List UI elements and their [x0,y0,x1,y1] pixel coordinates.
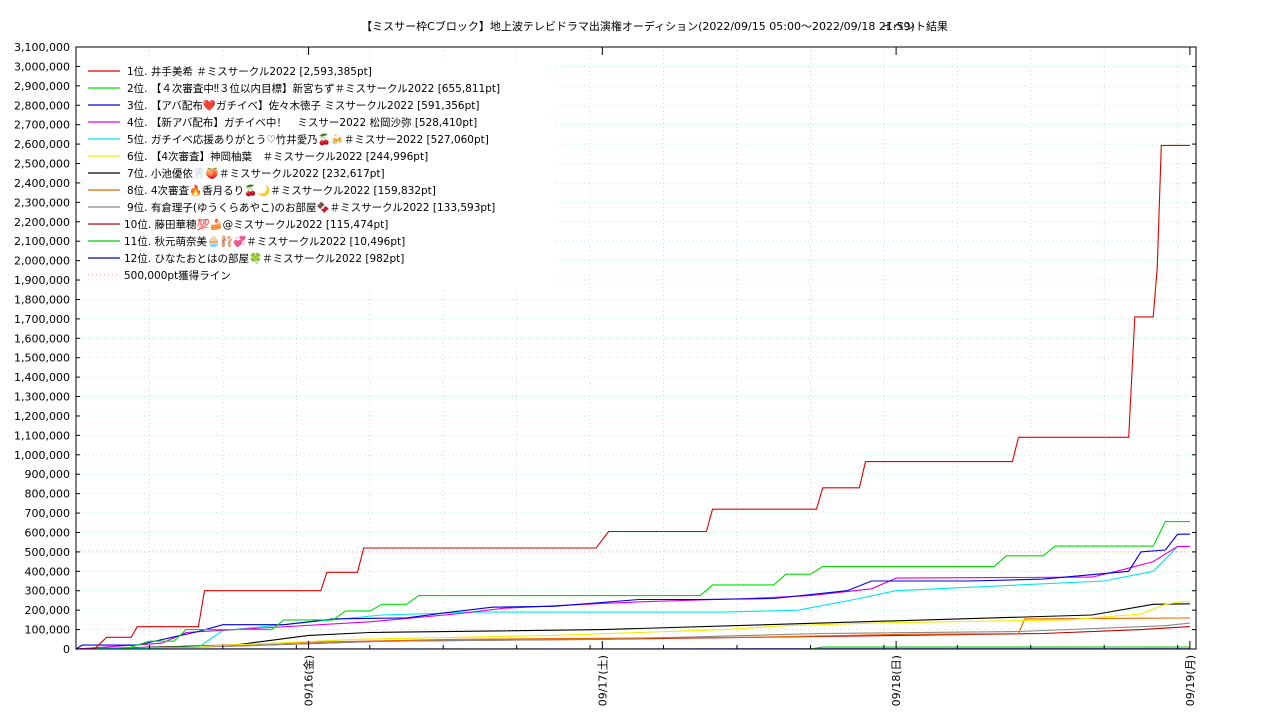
y-tick-label: 1,900,000 [14,274,70,287]
legend-label-reference: 500,000pt獲得ライン [124,269,231,282]
y-tick-label: 300,000 [25,585,71,598]
y-tick-label: 0 [63,643,70,656]
y-tick-label: 2,500,000 [14,158,70,171]
legend-label-12: 12位. ひなたおとはの部屋🍀＃ミスサークル2022 [982pt] [124,252,404,265]
y-tick-label: 100,000 [25,624,71,637]
legend-label-10: 10位. 藤田華穂💯🍰@ミスサークル2022 [115,474pt] [124,218,388,231]
y-tick-label: 2,600,000 [14,138,70,151]
y-tick-label: 2,700,000 [14,119,70,132]
x-tick-label: 09/16(金) [302,655,316,706]
y-tick-label: 500,000 [25,546,71,559]
y-tick-label: 600,000 [25,526,71,539]
legend-label-3: 3位. 【アバ配布❤️ガチイベ】佐々木徳子 ミスサークル2022 [591,35… [127,99,480,112]
y-tick-label: 900,000 [25,468,71,481]
legend-label-1: 1位. 井手美希 ＃ミスサークル2022 [2,593,385pt] [127,65,372,78]
y-tick-label: 2,900,000 [14,80,70,93]
y-tick-label: 1,300,000 [14,391,70,404]
series-line-3 [75,533,1190,650]
legend: 1位. 井手美希 ＃ミスサークル2022 [2,593,385pt] 2位. 【４… [84,60,556,290]
legend-label-9: 9位. 有倉理子(ゆうくらあやこ)のお部屋🍫＃ミスサークル2022 [133,5… [127,201,495,214]
y-tick-label: 2,300,000 [14,196,70,209]
y-tick-label: 2,100,000 [14,235,70,248]
series-line-2 [76,521,1190,650]
series-line-1 [76,144,1190,650]
y-tick-label: 3,100,000 [14,41,70,54]
y-tick-label: 1,500,000 [14,352,70,365]
x-tick-label: 09/17(土) [596,655,609,706]
series-line-7 [75,603,1190,650]
series-line-9 [75,622,1190,650]
y-tick-label: 200,000 [25,604,71,617]
y-tick-label: 1,600,000 [14,332,70,345]
y-tick-label: 2,200,000 [14,216,70,229]
x-tick-label: 09/19(月) [1184,655,1197,706]
legend-label-4: 4位. 【新アバ配布】ガチイベ中！ ミスサー2022 松岡沙弥 [528,410… [127,116,477,129]
legend-label-5: 5位. ガチイベ応援ありがとう♡竹井愛乃🍒🍻＃ミスサー2022 [527,060… [127,133,489,146]
legend-label-2: 2位. 【４次審査中‼３位以内目標】新宮ちず＃ミスサークル2022 [655,8… [127,82,500,95]
legend-background [84,60,556,290]
legend-label-6: 6位. 【4次審査】神岡柚葉 ＃ミスサークル2022 [244,996pt] [127,150,428,163]
plot-frame [75,46,1197,650]
y-tick-label: 400,000 [25,565,71,578]
x-tick-label: 09/18(日) [890,655,903,706]
chart-title: 【ミスサー枠Cブロック】地上波テレビドラマ出演権オーディション(2022/09/… [361,19,915,33]
y-tick-label: 1,800,000 [14,293,70,306]
legend-label-8: 8位. 4次審査🔥香月るり🍒🌙＃ミスサークル2022 [159,832pt] [127,184,436,197]
y-tick-label: 3,000,000 [14,60,70,73]
y-tick-label: 1,100,000 [14,429,70,442]
y-tick-label: 1,400,000 [14,371,70,384]
y-tick-label: 700,000 [25,507,71,520]
legend-label-11: 11位. 秋元萌奈美🧁🩰💞＃ミスサークル2022 [10,496pt] [124,235,405,248]
y-tick-label: 2,400,000 [14,177,70,190]
chart-subtitle: イベント結果 [882,19,948,33]
legend-label-7: 7位. 小池優依🦷🍑＃ミスサークル2022 [232,617pt] [127,167,385,180]
y-tick-label: 1,700,000 [14,313,70,326]
y-tick-label: 1,200,000 [14,410,70,423]
y-tick-label: 2,000,000 [14,255,70,268]
y-tick-label: 1,000,000 [14,449,70,462]
y-tick-label: 2,800,000 [14,99,70,112]
axes: 0 100,000 200,000 300,000 400,000 500,000 600,… [14,41,1197,706]
series-line-6 [75,600,1190,650]
y-tick-label: 800,000 [25,488,71,501]
